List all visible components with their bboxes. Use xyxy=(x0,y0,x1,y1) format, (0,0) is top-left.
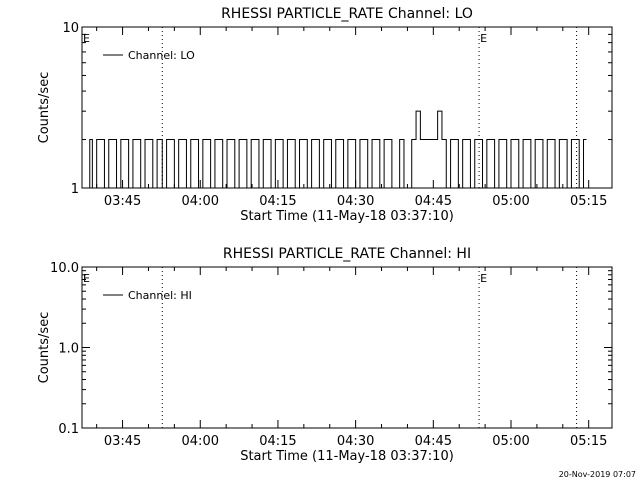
x-tick-label: 04:15 xyxy=(259,434,296,449)
x-tick-label: 04:00 xyxy=(182,434,219,449)
footer-timestamp: 20-Nov-2019 07:07 xyxy=(558,470,636,479)
marker-label: E xyxy=(83,272,90,285)
chart-hi: RHESSI PARTICLE_RATE Channel: HI 0.1 1.0 10… xyxy=(37,246,613,464)
x-tick-label: 05:00 xyxy=(492,434,529,449)
chart-lo: RHESSI PARTICLE_RATE Channel: LO 1 10 Count… xyxy=(37,6,613,224)
legend-label: Channel: LO xyxy=(128,49,195,62)
x-tick-label: 05:15 xyxy=(570,194,607,209)
y-tick-label: 10.0 xyxy=(50,261,79,276)
x-tick-label: 04:30 xyxy=(337,194,374,209)
y-tick-label: 0.1 xyxy=(58,422,79,437)
marker-label: E xyxy=(83,32,90,45)
y-tick-label: 1 xyxy=(71,182,79,197)
marker-label: E xyxy=(480,32,487,45)
x-tick-label: 03:45 xyxy=(104,194,141,209)
x-tick-label: 03:45 xyxy=(104,434,141,449)
x-tick-label: 05:15 xyxy=(570,434,607,449)
legend-label: Channel: HI xyxy=(128,289,192,302)
x-tick-label: 04:45 xyxy=(415,194,452,209)
x-axis-label: Start Time (11-May-18 03:37:10) xyxy=(240,449,454,464)
x-tick-label: 04:45 xyxy=(415,434,452,449)
y-axis-label: Counts/sec xyxy=(37,72,52,144)
x-tick-label: 05:00 xyxy=(492,194,529,209)
x-tick-label: 04:15 xyxy=(259,194,296,209)
marker-label: E xyxy=(480,272,487,285)
y-axis-label: Counts/sec xyxy=(37,312,52,384)
series-line-0 xyxy=(82,110,587,189)
y-tick-label: 10 xyxy=(62,21,79,36)
x-tick-label: 04:00 xyxy=(182,194,219,209)
chart-title: RHESSI PARTICLE_RATE Channel: HI xyxy=(223,246,471,262)
x-axis-label: Start Time (11-May-18 03:37:10) xyxy=(240,209,454,224)
y-tick-label: 1.0 xyxy=(58,342,79,357)
x-tick-label: 04:30 xyxy=(337,434,374,449)
chart-title: RHESSI PARTICLE_RATE Channel: LO xyxy=(221,6,473,22)
